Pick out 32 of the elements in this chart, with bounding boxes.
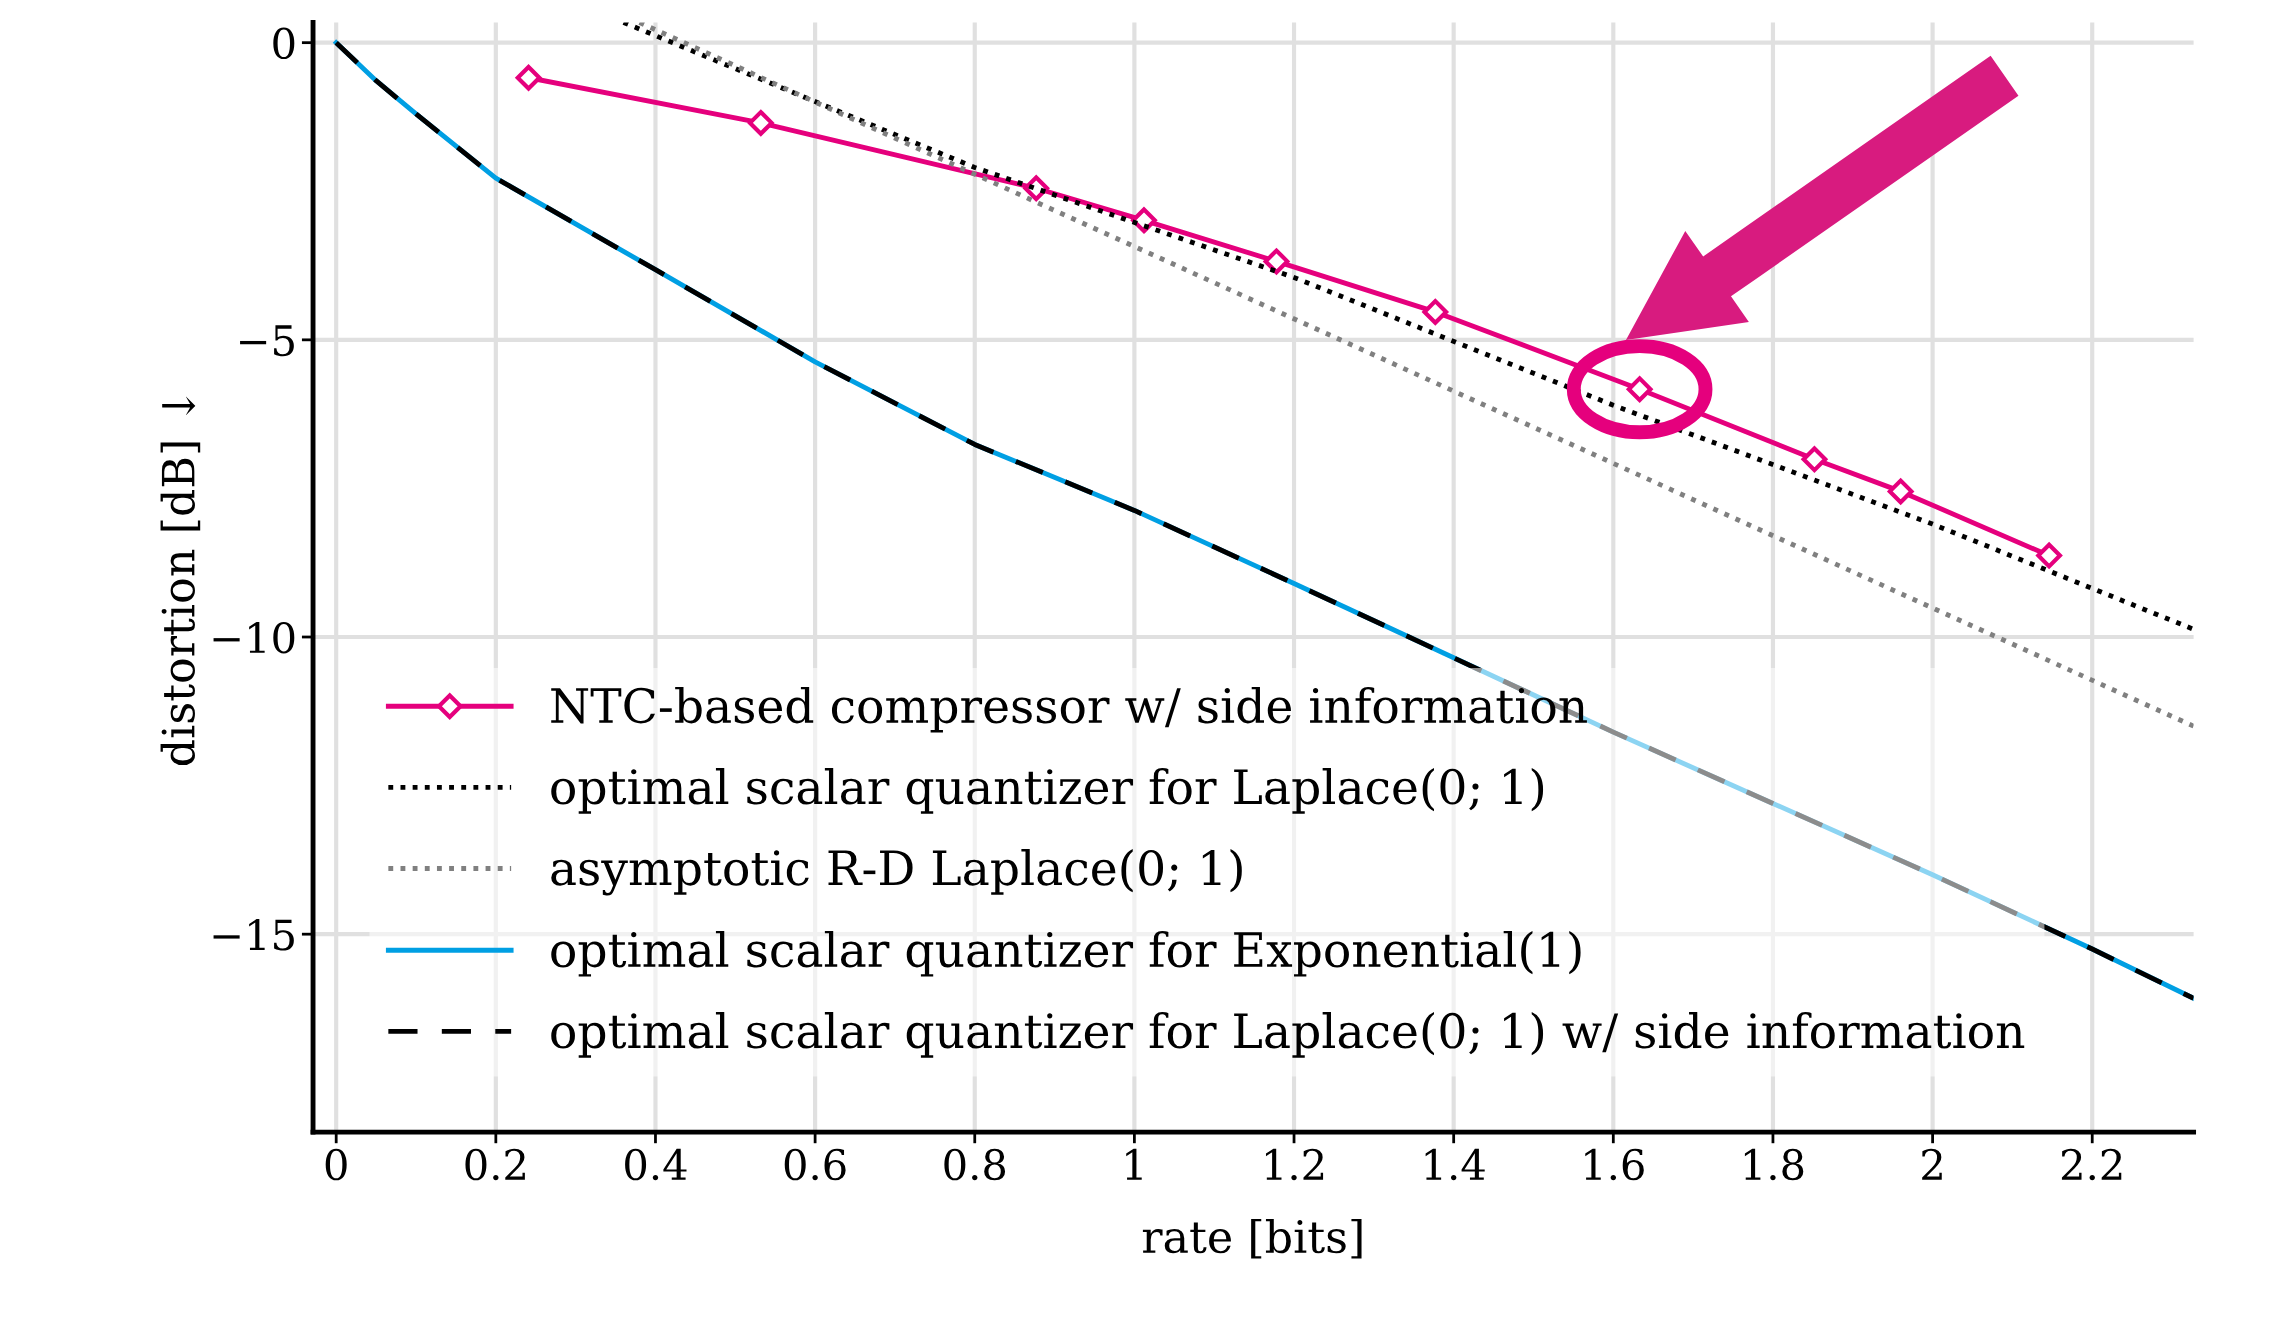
- point: [1887, 478, 1914, 505]
- y-axis-title: distortion [dB] ↓: [160, 396, 201, 766]
- x-tick-label: 1.4: [1425, 1148, 1485, 1181]
- legend-label: NTC-based compressor w/ side information: [551, 686, 1587, 733]
- x-tick-label: 0.4: [625, 1148, 687, 1181]
- x-tick-label: 1.6: [1585, 1148, 1644, 1181]
- y-tick-label: −5: [240, 325, 294, 357]
- point: [2036, 542, 2063, 569]
- x-tick-label: 0.8: [944, 1148, 1006, 1181]
- y-tick-label: −10: [213, 621, 295, 654]
- legend-label: optimal scalar quantizer for Laplace(0; 1) w/ side information: [551, 1012, 2025, 1058]
- legend-label: asymptotic R-D Laplace(0; 1): [551, 849, 1242, 896]
- x-tick-label: 1.2: [1265, 1148, 1324, 1181]
- point: [1422, 299, 1449, 325]
- x-tick-label: 2: [1922, 1148, 1942, 1180]
- x-tick-label: 0.2: [465, 1148, 525, 1181]
- point: [1626, 376, 1653, 403]
- point: [1263, 248, 1290, 275]
- y-tick-label: 0: [273, 27, 295, 60]
- x-tick-label: 1: [1126, 1148, 1142, 1180]
- point: [515, 64, 542, 91]
- point: [1801, 446, 1828, 473]
- point: [747, 110, 774, 136]
- x-tick-label: 2.2: [2061, 1148, 2122, 1181]
- x-tick-label: 0: [325, 1148, 347, 1181]
- legend-label: optimal scalar quantizer for Exponential(1): [551, 930, 1581, 977]
- x-axis-title: rate [bits]: [1142, 1218, 1362, 1259]
- legend-label: optimal scalar quantizer for Laplace(0; 1): [551, 768, 1544, 814]
- x-tick-label: 1.8: [1744, 1148, 1804, 1181]
- y-tick-label: −15: [213, 919, 294, 951]
- x-tick-label: 0.6: [784, 1148, 846, 1181]
- line-series: [333, 40, 2194, 1001]
